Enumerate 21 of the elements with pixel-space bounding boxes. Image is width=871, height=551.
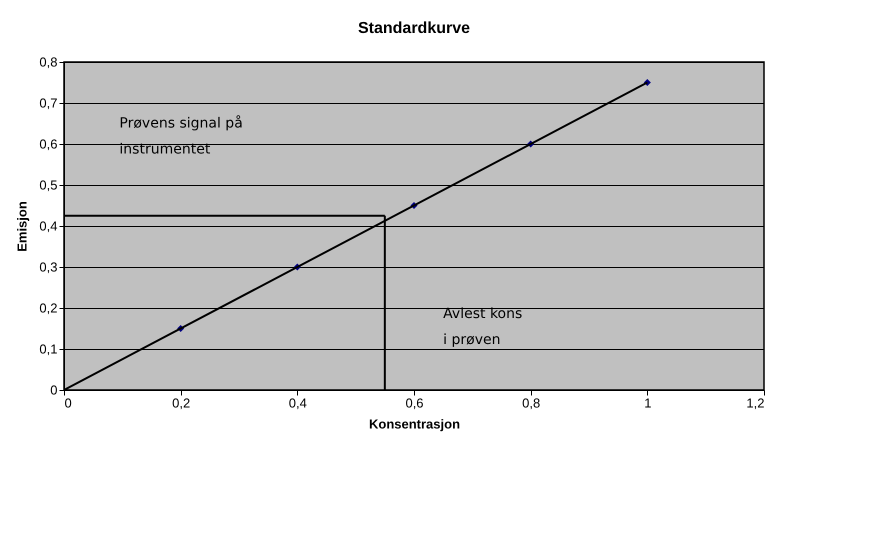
x-tick-label: 0,8 <box>522 396 540 410</box>
x-tick-label: 0,4 <box>288 396 307 410</box>
x-tick-label: 0 <box>64 396 72 410</box>
x-tick-label: 0,6 <box>405 396 424 410</box>
y-tick-label: 0,1 <box>39 342 58 356</box>
x-axis-title: Konsentrasjon <box>368 416 460 432</box>
y-tick-label: 0 <box>50 382 58 398</box>
y-tick-label: 0,4 <box>39 218 58 234</box>
x-tick-label: 0,2 <box>172 396 190 410</box>
annotation: Prøvens signal på instrumentet <box>119 114 243 158</box>
y-tick-label: 0,3 <box>39 260 58 274</box>
x-tick-label: 1 <box>644 396 652 410</box>
chart-title: Standardkurve <box>358 20 470 37</box>
y-axis-title: Emisjon <box>14 201 30 252</box>
annotation: Avlest kons i prøven <box>443 306 522 348</box>
x-tick-label: 1,2 <box>746 396 764 410</box>
y-tick-label: 0,6 <box>39 136 58 152</box>
y-tick-label: 0,8 <box>39 54 58 70</box>
y-tick-label: 0,5 <box>39 178 58 192</box>
y-tick-label: 0,7 <box>39 96 58 110</box>
y-tick-label: 0,2 <box>39 300 58 316</box>
